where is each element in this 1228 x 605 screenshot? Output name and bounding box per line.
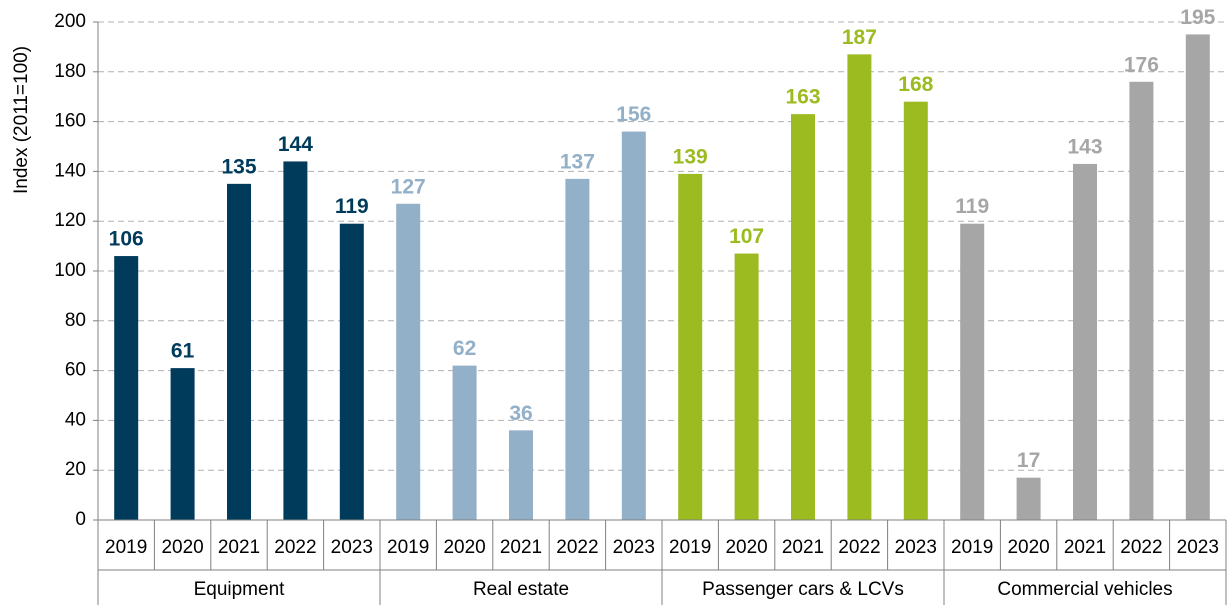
bar [452,365,477,520]
data-label: 36 [509,402,532,425]
data-label: 156 [616,103,651,126]
y-tick-label: 40 [65,409,86,430]
y-tick-label: 80 [65,310,86,331]
x-tick-label: 2020 [161,537,203,558]
data-label: 17 [1017,449,1040,472]
bar [903,101,928,521]
data-label: 168 [898,73,933,96]
bar [509,430,533,520]
data-label: 135 [221,155,256,178]
data-label: 139 [673,145,708,168]
bar [791,114,815,520]
y-tick-label: 140 [54,160,86,181]
x-tick-label: 2019 [951,537,993,558]
bar [114,256,139,520]
x-tick-label: 2021 [218,537,260,558]
group-label: Equipment [194,579,286,600]
data-label: 119 [955,195,989,218]
x-tick-label: 2023 [895,537,937,558]
x-tick-label: 2020 [725,537,767,558]
x-tick-label: 2022 [556,537,598,558]
data-label: 176 [1124,53,1159,76]
x-tick-label: 2019 [387,537,429,558]
y-tick-label: 60 [65,360,86,381]
group-label: Passenger cars & LCVs [702,579,904,600]
data-label: 106 [109,228,144,251]
data-label: 187 [842,26,877,49]
data-label: 143 [1067,135,1102,158]
bar [1129,81,1154,520]
bar [847,54,872,521]
x-tick-label: 2022 [1120,537,1162,558]
data-label: 137 [560,150,595,173]
y-tick-label: 180 [54,61,86,82]
data-label: 107 [729,225,764,248]
y-tick-label: 20 [65,459,86,480]
data-label: 61 [171,340,195,363]
y-tick-label: 200 [54,11,86,32]
bar [170,368,195,520]
bar [1016,477,1041,520]
bar [1073,163,1097,520]
x-tick-label: 2023 [1177,537,1219,558]
x-tick-label: 2023 [331,537,373,558]
bar [734,253,759,520]
x-tick-label: 2022 [838,537,880,558]
data-label: 144 [278,133,313,156]
y-tick-label: 0 [75,509,86,530]
bar [621,131,646,520]
data-label: 119 [335,195,369,218]
x-tick-label: 2022 [274,537,316,558]
bar [283,161,308,520]
x-tick-label: 2023 [613,537,655,558]
bar [565,178,590,520]
y-axis-label: Index (2011=100) [11,46,32,194]
data-label: 62 [453,337,476,360]
x-tick-label: 2021 [782,537,824,558]
group-label: Real estate [473,579,569,600]
x-tick-label: 2020 [443,537,485,558]
x-tick-label: 2021 [1064,537,1106,558]
group-label: Commercial vehicles [997,579,1172,600]
y-tick-label: 160 [54,111,86,132]
data-label: 127 [391,175,426,198]
bar [960,223,985,520]
bar [678,173,703,520]
bar [227,183,251,520]
bar [339,223,364,520]
x-tick-label: 2019 [669,537,711,558]
bar [1185,34,1210,520]
x-tick-label: 2021 [500,537,542,558]
x-tick-label: 2020 [1007,537,1049,558]
y-tick-label: 100 [54,260,86,281]
data-label: 163 [785,86,820,109]
bar [396,203,421,520]
y-tick-label: 120 [54,210,86,231]
x-tick-label: 2019 [105,537,147,558]
data-label: 195 [1180,6,1215,29]
